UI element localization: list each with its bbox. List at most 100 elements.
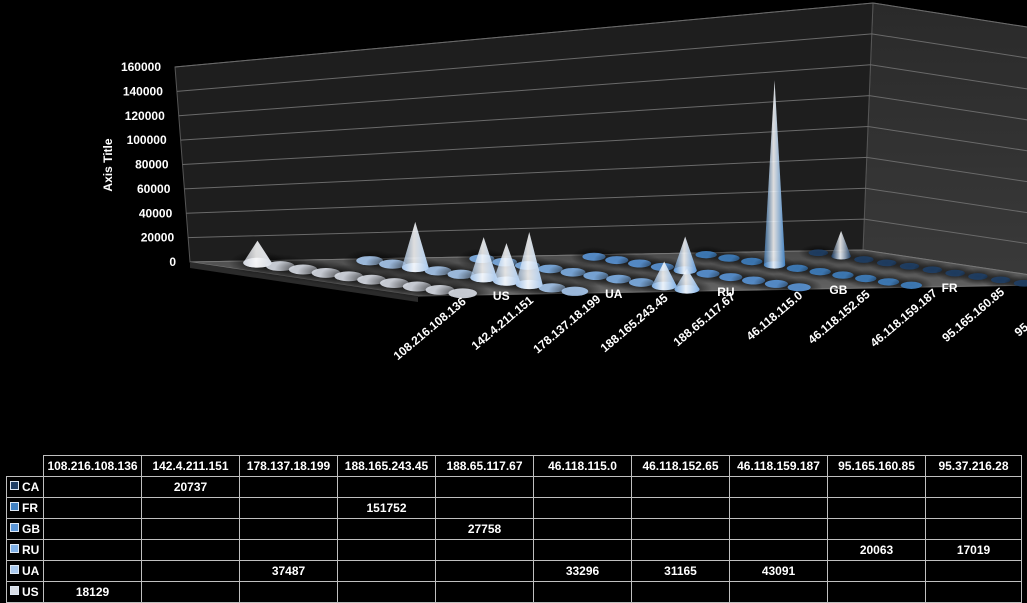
table-cell <box>631 539 730 561</box>
table-cell <box>239 476 338 498</box>
table-cell: 33296 <box>533 560 632 582</box>
table-row: RU 20063 17019 <box>6 539 1022 561</box>
table-cell <box>729 497 828 519</box>
gridline <box>176 33 1027 92</box>
y-tick-label: 120000 <box>125 109 165 123</box>
table-cell <box>239 497 338 519</box>
table-cell: 31165 <box>631 560 730 582</box>
table-cell <box>631 518 730 540</box>
table-cell: 151752 <box>337 497 436 519</box>
table-cell <box>141 581 240 603</box>
table-cell <box>141 560 240 582</box>
y-tick-label: 80000 <box>135 158 169 172</box>
gridline <box>184 156 1027 190</box>
table-cell <box>631 476 730 498</box>
table-row: FR 151752 <box>6 497 1022 519</box>
cone-UA-2 <box>401 221 429 273</box>
table-cell <box>925 497 1022 519</box>
table-cell <box>631 581 730 603</box>
table-cell <box>729 476 828 498</box>
y-tick-label: 20000 <box>141 231 175 245</box>
cone-RU-9 <box>674 268 700 294</box>
table-col-header: 142.4.211.151 <box>141 455 240 477</box>
gridline <box>180 95 1027 141</box>
series-label: GB <box>829 283 847 297</box>
table-row-header: FR <box>6 497 44 519</box>
y-tick-label: 0 <box>169 255 176 269</box>
legend-swatch <box>10 502 19 511</box>
table-cell: 17019 <box>925 539 1022 561</box>
y-tick-label: 60000 <box>137 182 171 196</box>
table-col-header: 46.118.152.65 <box>631 455 730 477</box>
table-row-header: UA <box>6 560 44 582</box>
table-cell <box>43 476 142 498</box>
series-name: RU <box>22 543 40 557</box>
cone-GB-4 <box>673 236 697 275</box>
data-table: 108.216.108.136 142.4.211.151 178.137.18.1… <box>6 455 1022 603</box>
table-cell <box>729 539 828 561</box>
series-name: GB <box>22 522 40 536</box>
cone-CA-1 <box>831 230 851 260</box>
table-cell <box>337 581 436 603</box>
chart-svg: 0 20000 40000 60000 80000 100000 120000 140000 1… <box>101 2 1027 363</box>
table-row: US 18129 <box>6 581 1022 603</box>
cone-UA-5 <box>470 237 498 283</box>
table-cell <box>337 539 436 561</box>
gridline <box>178 64 1027 117</box>
legend-swatch <box>10 544 19 553</box>
table-cell <box>533 581 632 603</box>
cone-chart: 0 20000 40000 60000 80000 100000 120000 140000 1… <box>101 2 1027 363</box>
table-cell <box>533 539 632 561</box>
table-corner <box>7 456 44 477</box>
y-tick-label: 40000 <box>139 206 173 220</box>
cone-UA-6 <box>493 243 520 286</box>
table-cell <box>239 539 338 561</box>
series-name: FR <box>22 501 38 515</box>
table-cell <box>141 539 240 561</box>
legend-swatch <box>10 523 19 532</box>
table-cell <box>337 476 436 498</box>
table-cell <box>43 518 142 540</box>
table-cell <box>141 518 240 540</box>
table-cell <box>435 476 534 498</box>
category-label: 46.118.159.187 <box>867 286 940 350</box>
gridline <box>186 187 1027 214</box>
table-cell <box>239 581 338 603</box>
table-cell: 27758 <box>435 518 534 540</box>
table-col-header: 95.37.216.28 <box>925 455 1022 477</box>
legend-swatch <box>10 586 19 595</box>
table-col-header: 108.216.108.136 <box>43 455 142 477</box>
table-cell <box>827 518 926 540</box>
category-label: 46.118.115.0 <box>744 288 806 343</box>
base-disc <box>448 288 477 299</box>
base-disc <box>561 286 589 296</box>
table-body: CA 20737 FR 151752 GB 27758 RU 20063 17019 UA 3748… <box>6 476 1022 603</box>
table-col-header: 46.118.159.187 <box>729 455 828 477</box>
series-label: FR <box>942 281 958 295</box>
table-col-header: 178.137.18.199 <box>239 455 338 477</box>
table-cell <box>729 518 828 540</box>
cone-RU-8 <box>651 261 677 291</box>
series-name: US <box>22 585 39 599</box>
chart-walls <box>174 2 1027 275</box>
table-cell <box>827 581 926 603</box>
table-cell <box>533 497 632 519</box>
table-col-header: 95.165.160.85 <box>827 455 926 477</box>
table-row-header: CA <box>6 476 44 498</box>
table-cell <box>533 476 632 498</box>
series-label: US <box>493 289 510 303</box>
table-row: UA 37487 33296 31165 43091 <box>6 560 1022 582</box>
table-col-header: 188.165.243.45 <box>337 455 436 477</box>
series-label: RU <box>717 285 734 299</box>
table-cell <box>435 539 534 561</box>
data-table-wrap: 108.216.108.136 142.4.211.151 178.137.18.1… <box>6 455 1022 603</box>
table-cell <box>631 497 730 519</box>
table-cell <box>925 581 1022 603</box>
table-row-header: RU <box>6 539 44 561</box>
table-cell <box>239 518 338 540</box>
table-cell <box>925 476 1022 498</box>
base-disc <box>787 283 811 292</box>
table-cell <box>435 497 534 519</box>
cone-US-0 <box>243 240 272 268</box>
category-label: 108.216.108.136 <box>391 294 469 363</box>
